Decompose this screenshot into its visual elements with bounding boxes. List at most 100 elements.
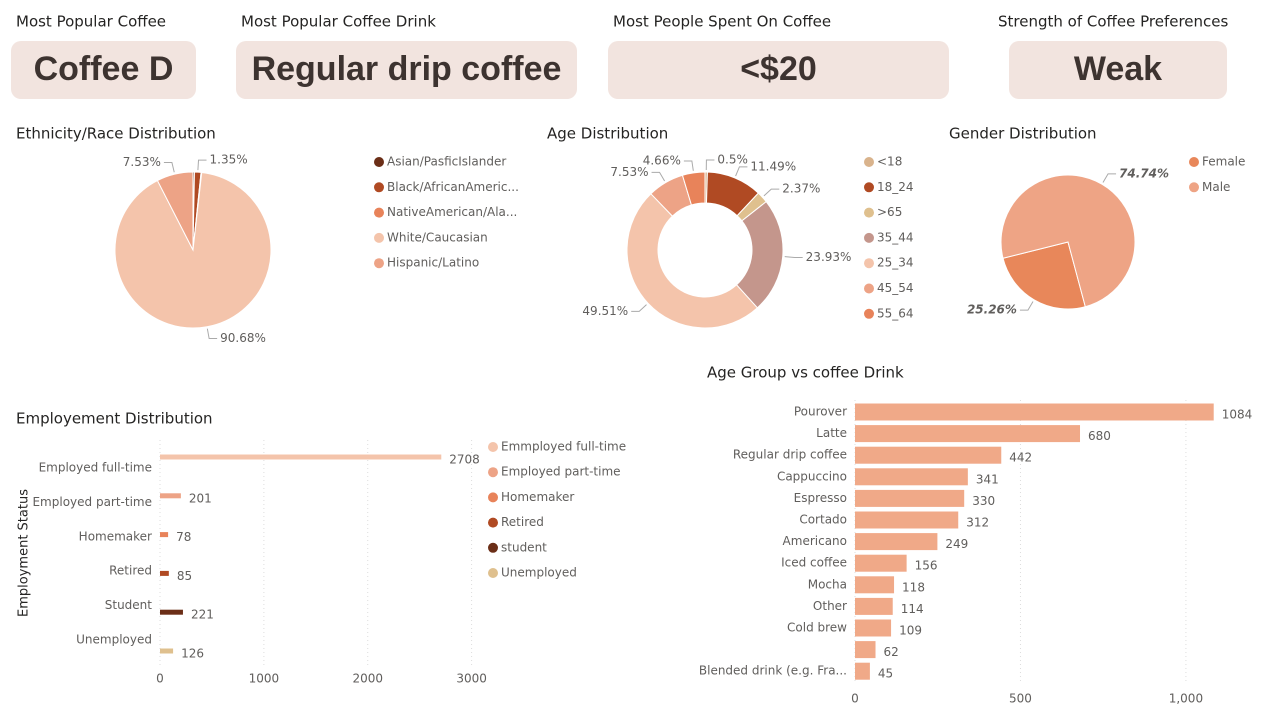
data-label: 85 bbox=[177, 569, 192, 583]
legend-marker bbox=[864, 308, 874, 319]
bar bbox=[855, 425, 1081, 443]
leader-line bbox=[631, 304, 647, 312]
bar bbox=[160, 493, 181, 499]
data-label: 0.5% bbox=[717, 153, 748, 167]
legend-marker bbox=[1189, 157, 1199, 167]
y-tick-label: Mocha bbox=[808, 577, 847, 591]
leader-line bbox=[763, 188, 780, 197]
legend-label: Employed part-time bbox=[501, 465, 621, 479]
legend-label: Black/AfricanAmeric... bbox=[387, 180, 519, 194]
data-label: 201 bbox=[189, 491, 212, 505]
y-tick-label: Other bbox=[813, 599, 847, 613]
bar bbox=[855, 619, 892, 637]
legend-marker bbox=[488, 442, 498, 452]
data-label: 156 bbox=[915, 559, 938, 573]
bar bbox=[855, 403, 1214, 421]
x-tick-label: 3000 bbox=[456, 672, 487, 686]
bar bbox=[160, 570, 169, 576]
data-label: 2.37% bbox=[782, 182, 820, 196]
data-label: 25.26% bbox=[967, 303, 1017, 317]
y-tick-label: Blended drink (e.g. Fra... bbox=[699, 664, 847, 678]
legend-label: Retired bbox=[501, 515, 544, 529]
legend-marker bbox=[374, 182, 384, 193]
legend-marker bbox=[488, 467, 498, 478]
leader-line bbox=[705, 159, 715, 171]
y-tick-label: Cortado bbox=[799, 513, 847, 527]
chart-title: Ethnicity/Race Distribution bbox=[16, 125, 216, 143]
donut-slice bbox=[681, 171, 706, 206]
card-title: Most Popular Coffee Drink bbox=[241, 13, 436, 31]
y-tick-label: Employed part-time bbox=[32, 495, 152, 509]
leader-line bbox=[784, 256, 803, 258]
pie-slice bbox=[1000, 174, 1136, 308]
data-label: 49.51% bbox=[582, 304, 628, 318]
x-tick-label: 1,000 bbox=[1169, 692, 1203, 706]
donut-slice bbox=[626, 193, 759, 329]
legend-label: Asian/PasficIslander bbox=[387, 155, 506, 169]
card-box bbox=[236, 41, 577, 99]
y-tick-label: Homemaker bbox=[79, 529, 152, 543]
legend-label: 35_44 bbox=[877, 230, 914, 244]
legend-marker bbox=[488, 492, 498, 503]
data-label: 312 bbox=[966, 516, 989, 530]
card-value: Coffee D bbox=[34, 50, 174, 88]
legend-marker bbox=[374, 207, 384, 218]
legend-marker bbox=[488, 542, 498, 553]
legend-marker bbox=[864, 207, 874, 218]
chart-title: Age Distribution bbox=[547, 125, 668, 143]
data-label: 7.53% bbox=[123, 155, 161, 169]
legend-marker bbox=[374, 157, 384, 167]
card-title: Most Popular Coffee bbox=[16, 13, 166, 31]
legend-label: White/Caucasian bbox=[387, 230, 488, 244]
bar bbox=[160, 609, 183, 615]
data-label: 4.66% bbox=[643, 153, 681, 167]
data-label: 249 bbox=[945, 537, 968, 551]
data-label: 109 bbox=[899, 624, 922, 638]
y-tick-label: Student bbox=[105, 598, 153, 612]
legend-marker bbox=[864, 283, 874, 294]
legend-label: 25_34 bbox=[877, 256, 914, 270]
card-box bbox=[11, 41, 196, 99]
leader-line bbox=[163, 162, 175, 173]
x-tick-label: 0 bbox=[851, 692, 859, 706]
leader-line bbox=[206, 328, 218, 340]
y-axis-title: Employment Status bbox=[17, 489, 32, 617]
bar bbox=[855, 597, 893, 615]
data-label: 126 bbox=[181, 647, 204, 661]
bar bbox=[855, 662, 870, 680]
data-label: 45 bbox=[878, 667, 893, 681]
x-tick-label: 0 bbox=[156, 672, 164, 686]
chart-title: Gender Distribution bbox=[949, 125, 1097, 143]
card-value: Regular drip coffee bbox=[252, 50, 562, 88]
y-tick-label: Americano bbox=[783, 534, 847, 548]
bar bbox=[855, 446, 1002, 464]
legend-label: Unemployed bbox=[501, 566, 577, 580]
data-label: 330 bbox=[972, 494, 995, 508]
legend-label: Female bbox=[1202, 155, 1245, 169]
bar bbox=[855, 576, 895, 594]
data-label: 118 bbox=[902, 580, 925, 594]
card-value: Weak bbox=[1074, 50, 1162, 88]
legend-marker bbox=[864, 157, 874, 167]
y-tick-label: Retired bbox=[109, 564, 152, 578]
legend-marker bbox=[488, 568, 498, 578]
y-tick-label: Unemployed bbox=[76, 633, 152, 647]
card-title: Most People Spent On Coffee bbox=[613, 13, 831, 31]
legend-marker bbox=[488, 517, 498, 528]
data-label: 11.49% bbox=[750, 159, 796, 173]
data-label: 7.53% bbox=[610, 165, 648, 179]
data-label: 23.93% bbox=[806, 250, 852, 264]
data-label: 1084 bbox=[1222, 408, 1253, 422]
legend-label: 45_54 bbox=[877, 281, 914, 295]
bar bbox=[855, 468, 968, 486]
bar bbox=[855, 511, 959, 529]
bar bbox=[855, 533, 938, 551]
legend-marker bbox=[1189, 182, 1199, 193]
bar bbox=[160, 532, 169, 538]
y-tick-label: Espresso bbox=[794, 491, 847, 505]
data-label: 1.35% bbox=[210, 153, 248, 167]
bar bbox=[855, 641, 876, 659]
y-tick-label: Latte bbox=[816, 426, 847, 440]
x-tick-label: 1000 bbox=[249, 672, 280, 686]
